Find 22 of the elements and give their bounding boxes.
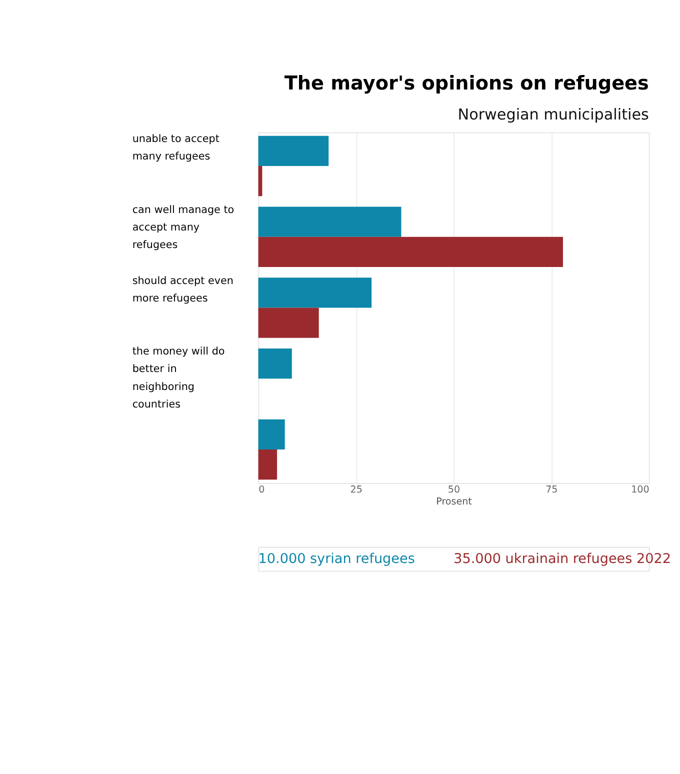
x-axis-title: Prosent xyxy=(436,496,472,508)
bar xyxy=(258,278,372,308)
y-tick-label: should accept even more refugees xyxy=(132,274,234,304)
bar xyxy=(258,348,292,379)
bar xyxy=(258,236,563,268)
x-tick-label: 75 xyxy=(546,484,558,496)
x-tick-label: 50 xyxy=(448,484,460,496)
y-tick-label: the money will do better in neighboring countries xyxy=(132,346,225,410)
y-tick-label: can well manage to accept many refugees xyxy=(132,204,234,252)
chart-subtitle: Norwegian municipalities xyxy=(458,106,650,124)
x-tick-label: 100 xyxy=(631,484,650,496)
text: 35.000 ukrainain refugees 2022 xyxy=(454,550,671,567)
text: 10.000 syrian refugees xyxy=(258,550,415,567)
x-tick-label: 25 xyxy=(350,484,362,496)
bar xyxy=(258,449,278,480)
bar xyxy=(258,419,285,450)
bar xyxy=(258,308,319,338)
bar xyxy=(258,136,329,166)
chart-title: The mayor's opinions on refugees xyxy=(284,71,649,94)
y-tick-label: unable to accept many refugees xyxy=(132,133,220,163)
x-tick-label: 0 xyxy=(258,484,265,496)
bar xyxy=(258,206,402,237)
